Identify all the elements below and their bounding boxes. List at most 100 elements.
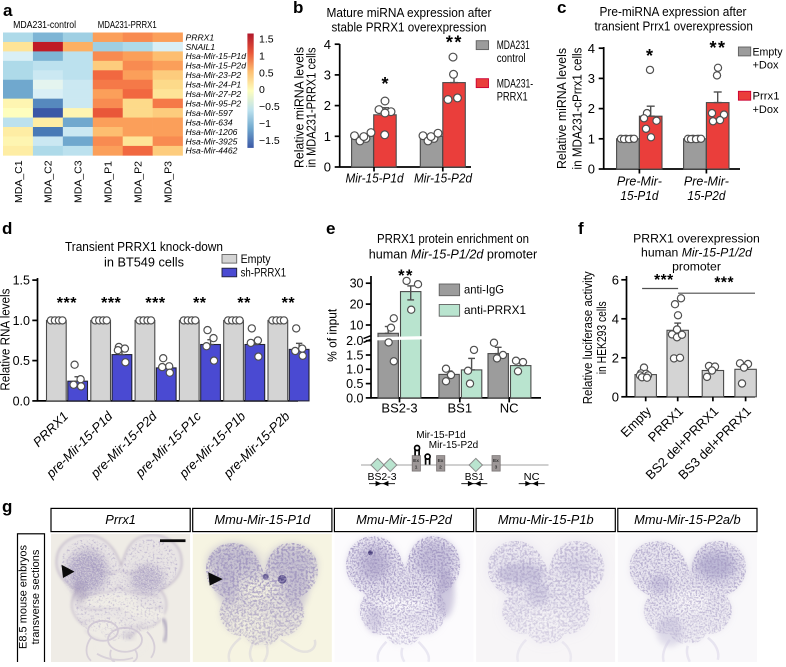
svg-text:Relative miRNA levels: Relative miRNA levels: [554, 48, 569, 169]
svg-text:Pre-miRNA expression after: Pre-miRNA expression after: [600, 5, 747, 19]
svg-text:MDA231-: MDA231-: [497, 77, 534, 91]
svg-text:1.0: 1.0: [346, 363, 363, 377]
svg-text:**: **: [398, 267, 414, 285]
svg-text:Ex: Ex: [413, 458, 419, 464]
svg-text:2.0: 2.0: [346, 334, 363, 348]
svg-text:***: ***: [101, 295, 121, 312]
svg-text:0.5: 0.5: [13, 354, 30, 368]
svg-text:Hsa-Mir-1206: Hsa-Mir-1206: [186, 127, 238, 137]
svg-text:in MDA231-PRRX1 cells: in MDA231-PRRX1 cells: [304, 48, 319, 168]
svg-text:promoter: promoter: [672, 259, 721, 273]
svg-text:0.0: 0.0: [13, 394, 30, 408]
svg-text:BS1: BS1: [465, 471, 484, 483]
svg-text:Mmu-Mir-15-P2d: Mmu-Mir-15-P2d: [356, 512, 453, 527]
svg-text:NC: NC: [500, 401, 519, 416]
svg-text:30: 30: [350, 277, 364, 291]
svg-text:Hsa-Mir-597: Hsa-Mir-597: [186, 108, 234, 118]
svg-text:Transient PRRX1 knock-down: Transient PRRX1 knock-down: [65, 240, 223, 254]
svg-text:**: **: [709, 38, 726, 58]
svg-text:MDA_C2: MDA_C2: [43, 160, 55, 203]
svg-text:Empty: Empty: [241, 254, 271, 266]
svg-text:Empty: Empty: [753, 46, 783, 58]
svg-text:Relative RNA levels: Relative RNA levels: [0, 289, 13, 391]
svg-text:Hsa-Mir-95-P2: Hsa-Mir-95-P2: [186, 99, 242, 109]
svg-text:PRRX1: PRRX1: [186, 32, 215, 42]
svg-text:4: 4: [588, 41, 595, 56]
svg-text:Pre-Mir-: Pre-Mir-: [617, 174, 663, 189]
svg-text:4: 4: [324, 37, 331, 52]
svg-text:in BT549 cells: in BT549 cells: [104, 256, 184, 270]
svg-text:MDA231-control: MDA231-control: [13, 20, 76, 31]
svg-text:6: 6: [612, 272, 619, 287]
svg-text:control: control: [497, 51, 526, 65]
svg-text:2: 2: [612, 350, 619, 365]
svg-text:Relative miRNA levels: Relative miRNA levels: [292, 47, 307, 168]
svg-text:0.5: 0.5: [346, 377, 363, 391]
svg-text:Hsa-Mir-634: Hsa-Mir-634: [186, 117, 233, 127]
svg-text:NC: NC: [524, 471, 540, 483]
svg-text:human Mir-15-P1/2d: human Mir-15-P1/2d: [641, 246, 753, 260]
svg-text:2: 2: [439, 465, 442, 471]
svg-text:0.0: 0.0: [346, 391, 363, 405]
svg-text:20: 20: [350, 298, 364, 312]
svg-text:0: 0: [324, 160, 331, 175]
svg-text:**: **: [282, 295, 296, 312]
svg-text:sh-PRRX1: sh-PRRX1: [241, 267, 287, 279]
svg-text:Mir-15-P1d: Mir-15-P1d: [416, 429, 466, 441]
svg-text:MDA_P1: MDA_P1: [103, 161, 115, 203]
svg-text:1.5: 1.5: [346, 348, 363, 362]
svg-text:transverse sections: transverse sections: [30, 549, 42, 644]
svg-text:transient Prrx1 overexpression: transient Prrx1 overexpression: [594, 20, 753, 34]
svg-text:PRRX1 overexpression: PRRX1 overexpression: [633, 232, 760, 246]
svg-text:Pre-Mir-: Pre-Mir-: [684, 174, 730, 189]
svg-text:***: ***: [57, 295, 77, 312]
svg-text:human Mir-15-P1/2d promoter: human Mir-15-P1/2d promoter: [369, 248, 537, 262]
svg-text:MDA231: MDA231: [497, 38, 530, 52]
svg-text:**: **: [237, 295, 251, 312]
svg-text:+Dox: +Dox: [753, 104, 779, 116]
svg-text:**: **: [446, 33, 463, 53]
svg-text:0.5: 0.5: [259, 67, 274, 79]
svg-text:Relative luciferase activity: Relative luciferase activity: [580, 271, 595, 405]
svg-text:Hsa-Mir-23-P2: Hsa-Mir-23-P2: [186, 70, 242, 80]
svg-text:anti-PRRX1: anti-PRRX1: [464, 303, 526, 317]
svg-text:***: ***: [714, 275, 734, 292]
svg-text:in MDA231-cPrrx1 cells: in MDA231-cPrrx1 cells: [570, 48, 585, 170]
svg-text:Hsa-Mir-15-P2d: Hsa-Mir-15-P2d: [186, 61, 247, 71]
svg-text:1.5: 1.5: [13, 274, 30, 288]
svg-text:***: ***: [145, 295, 165, 312]
svg-text:Mmu-Mir-15-P1b: Mmu-Mir-15-P1b: [498, 512, 594, 527]
svg-text:Hsa-Mir-24-P1: Hsa-Mir-24-P1: [186, 80, 242, 90]
svg-text:e: e: [326, 219, 335, 238]
svg-text:a: a: [3, 1, 13, 20]
svg-text:PRRX1: PRRX1: [497, 90, 528, 104]
svg-text:4: 4: [612, 311, 619, 326]
svg-text:b: b: [293, 0, 303, 17]
svg-text:+Dox: +Dox: [753, 60, 779, 72]
svg-text:2: 2: [588, 101, 595, 116]
svg-text:Ex: Ex: [493, 458, 499, 464]
svg-text:BS1: BS1: [448, 401, 473, 416]
svg-text:Mmu-Mir-15-P1d: Mmu-Mir-15-P1d: [214, 512, 311, 527]
svg-text:3: 3: [588, 71, 595, 86]
svg-text:Prrx1: Prrx1: [753, 91, 780, 103]
svg-text:MDA_P2: MDA_P2: [133, 161, 145, 203]
svg-text:1: 1: [415, 465, 418, 471]
svg-text:Hsa-Mir-27-P2: Hsa-Mir-27-P2: [186, 89, 242, 99]
svg-text:10: 10: [350, 318, 364, 332]
svg-text:*: *: [646, 46, 653, 66]
svg-text:0: 0: [612, 389, 619, 404]
svg-text:Mmu-Mir-15-P2a/b: Mmu-Mir-15-P2a/b: [634, 512, 740, 527]
svg-text:Mir-15-P1d: Mir-15-P1d: [346, 170, 405, 185]
svg-text:0: 0: [588, 162, 595, 177]
svg-text:Prrx1: Prrx1: [105, 512, 136, 527]
svg-text:Hsa-Mir-4462: Hsa-Mir-4462: [186, 146, 238, 156]
svg-text:3: 3: [495, 465, 498, 471]
svg-text:15-P2d: 15-P2d: [687, 188, 726, 203]
svg-text:1: 1: [588, 131, 595, 146]
svg-text:2: 2: [324, 98, 331, 113]
svg-text:15-P1d: 15-P1d: [620, 188, 659, 203]
svg-text:BS2-3: BS2-3: [381, 401, 417, 416]
svg-text:**: **: [193, 295, 207, 312]
svg-text:1: 1: [259, 51, 265, 63]
